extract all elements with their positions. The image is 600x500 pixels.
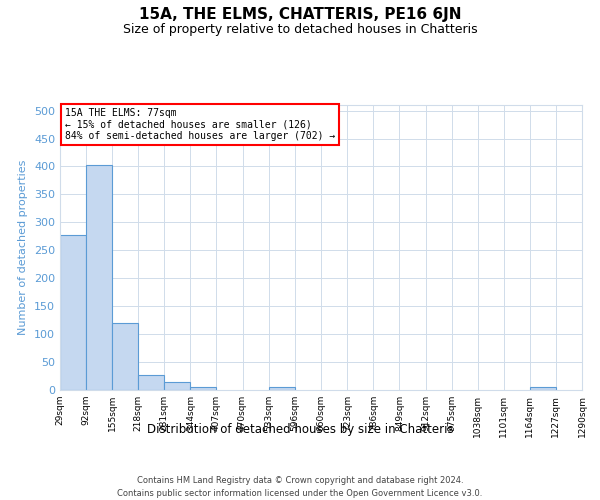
Text: 15A, THE ELMS, CHATTERIS, PE16 6JN: 15A, THE ELMS, CHATTERIS, PE16 6JN [139,8,461,22]
Bar [138,376,164,390]
Text: 15A THE ELMS: 77sqm
← 15% of detached houses are smaller (126)
84% of semi-detac: 15A THE ELMS: 77sqm ← 15% of detached ho… [65,108,335,141]
Text: Contains HM Land Registry data © Crown copyright and database right 2024.: Contains HM Land Registry data © Crown c… [137,476,463,485]
Bar [164,382,190,390]
Text: Contains public sector information licensed under the Open Government Licence v3: Contains public sector information licen… [118,489,482,498]
Bar [530,387,556,390]
Bar [86,166,112,390]
Text: Distribution of detached houses by size in Chatteris: Distribution of detached houses by size … [146,422,454,436]
Bar [112,323,138,390]
Bar [190,387,217,390]
Bar [60,234,86,390]
Y-axis label: Number of detached properties: Number of detached properties [19,160,28,335]
Text: Size of property relative to detached houses in Chatteris: Size of property relative to detached ho… [122,22,478,36]
Bar [269,386,295,390]
